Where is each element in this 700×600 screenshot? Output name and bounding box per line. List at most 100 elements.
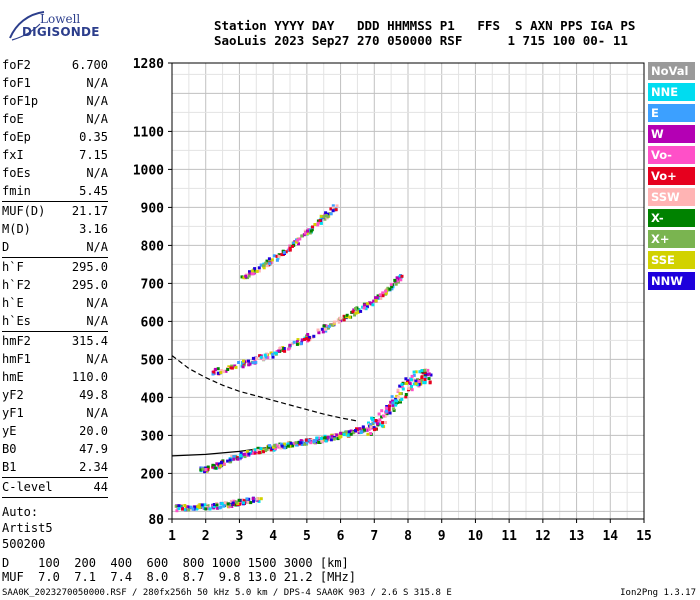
- echo-point: [375, 296, 379, 300]
- echo-point: [365, 302, 369, 306]
- echo-point: [300, 338, 304, 342]
- x-tick-label: 4: [269, 529, 277, 544]
- logo-lowell-text: Lowell: [40, 12, 81, 26]
- echo-point: [268, 262, 272, 266]
- echo-point: [404, 393, 408, 396]
- echo-point: [355, 308, 359, 312]
- param-row: h`F2 295.0: [2, 276, 108, 294]
- param-row: h`F 295.0: [2, 258, 108, 276]
- echo-point: [242, 363, 246, 367]
- param-row: foE N/A: [2, 110, 108, 128]
- station-header: Station YYYY DAY DDD HHMMSS P1 FFS S AXN…: [214, 18, 635, 48]
- echo-point: [274, 447, 277, 451]
- echo-point: [358, 427, 362, 431]
- param-row: C-level 44: [2, 478, 108, 496]
- y-tick-label: 1100: [133, 125, 164, 140]
- echo-point: [300, 234, 304, 238]
- echo-point: [198, 505, 202, 509]
- echo-point: [321, 330, 325, 334]
- echo-point: [252, 499, 255, 503]
- echo-point: [313, 439, 317, 442]
- param-label: yF2: [2, 388, 24, 402]
- echo-point: [296, 238, 300, 242]
- echo-point: [226, 368, 230, 371]
- param-separator: [2, 331, 108, 332]
- echo-point: [236, 457, 240, 461]
- legend-item: W: [648, 125, 695, 143]
- echo-point: [204, 468, 208, 471]
- param-value: 49.8: [79, 388, 108, 402]
- echo-point: [277, 445, 281, 449]
- echo-point: [380, 424, 384, 428]
- echo-point: [256, 448, 260, 452]
- echo-point: [275, 254, 279, 258]
- y-tick-label: 80: [148, 513, 164, 528]
- echo-point: [390, 285, 394, 289]
- echo-point: [267, 257, 271, 261]
- echo-point: [384, 291, 388, 295]
- param-value: 295.0: [71, 278, 108, 292]
- param-label: h`Es: [2, 314, 31, 328]
- echo-point: [376, 422, 379, 426]
- echo-point: [398, 384, 402, 388]
- echo-point: [425, 373, 429, 377]
- echo-point: [365, 428, 369, 432]
- echo-point: [417, 382, 421, 386]
- echo-point: [277, 349, 281, 353]
- param-label: yF1: [2, 406, 24, 420]
- echo-point: [381, 291, 385, 295]
- echo-point: [297, 342, 301, 346]
- echo-point: [224, 369, 228, 373]
- echo-point: [288, 248, 292, 252]
- echo-point: [374, 296, 377, 300]
- legend-item: X+: [648, 230, 695, 248]
- echo-point: [184, 506, 188, 510]
- echo-point: [272, 448, 276, 452]
- echo-point: [280, 444, 284, 448]
- echo-point: [335, 204, 339, 208]
- param-label: yE: [2, 424, 17, 438]
- echo-point: [329, 438, 333, 442]
- x-tick-label: 5: [303, 529, 311, 544]
- param-row: hmF2 315.4: [2, 332, 108, 350]
- echo-point: [316, 221, 320, 225]
- echo-point: [316, 223, 320, 227]
- param-value: N/A: [86, 296, 108, 310]
- echo-point: [237, 361, 241, 364]
- echo-point: [318, 440, 322, 444]
- x-tick-label: 6: [337, 529, 345, 544]
- echo-point: [232, 455, 236, 459]
- echo-point: [254, 360, 258, 364]
- echo-point: [394, 282, 398, 286]
- echo-point: [251, 497, 255, 501]
- echo-point: [277, 253, 281, 257]
- echo-point: [212, 506, 216, 510]
- param-label: foF1p: [2, 94, 39, 108]
- echo-point: [420, 369, 424, 372]
- echo-point: [177, 504, 181, 508]
- echo-point: [342, 433, 346, 437]
- echo-point: [372, 426, 376, 430]
- echo-point: [231, 501, 235, 505]
- echo-point: [354, 311, 358, 315]
- x-tick-label: 10: [468, 529, 484, 544]
- echo-point: [360, 430, 364, 434]
- echo-point: [212, 370, 216, 374]
- echo-point: [265, 259, 269, 263]
- y-tick-label: 700: [141, 277, 165, 292]
- echo-point: [383, 414, 387, 418]
- echo-point: [276, 256, 280, 260]
- echo-point: [249, 501, 253, 505]
- echo-point: [418, 370, 422, 374]
- echo-point: [220, 369, 224, 372]
- echo-point: [367, 421, 370, 425]
- echo-point: [213, 504, 216, 508]
- echo-point: [307, 338, 311, 342]
- echo-point: [251, 356, 255, 360]
- echo-point: [230, 454, 234, 458]
- echo-point: [295, 340, 299, 344]
- echo-point: [412, 370, 416, 374]
- echo-point: [391, 399, 394, 403]
- echo-point: [255, 269, 259, 273]
- param-value: 0.35: [79, 130, 108, 144]
